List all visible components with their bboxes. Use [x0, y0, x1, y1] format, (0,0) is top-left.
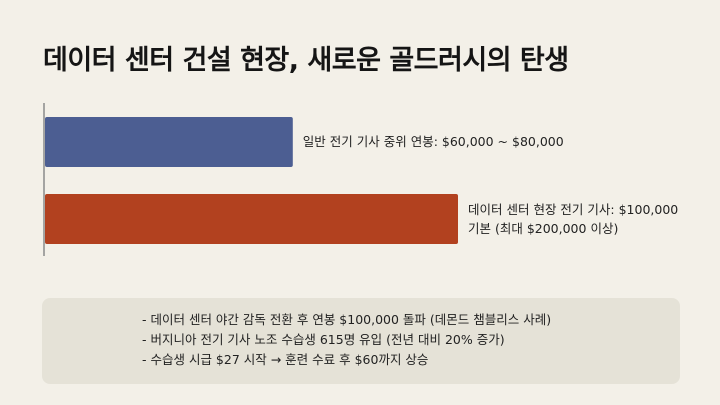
bar-label-line: 데이터 센터 현장 전기 기사: $100,000	[468, 202, 679, 217]
bar-label-line: 일반 전기 기사 중위 연봉: $60,000 ~ $80,000	[302, 134, 564, 149]
notes-box: - 데이터 센터 야간 감독 전환 후 연봉 $100,000 돌파 (데몬드 …	[42, 298, 680, 384]
bar-label-general-electrician: 일반 전기 기사 중위 연봉: $60,000 ~ $80,000	[303, 132, 564, 151]
bar-general-electrician	[45, 117, 293, 167]
bar-label-line: 기본 (최대 $200,000 이상)	[468, 221, 619, 236]
note-item: - 버지니아 전기 기사 노조 수습생 615명 유입 (전년 대비 20% 증…	[142, 332, 505, 347]
note-item: - 데이터 센터 야간 감독 전환 후 연봉 $100,000 돌파 (데몬드 …	[142, 312, 552, 327]
note-item: - 수습생 시급 $27 시작 → 훈련 수료 후 $60까지 상승	[142, 352, 429, 367]
bar-label-datacenter-electrician: 데이터 센터 현장 전기 기사: $100,000 기본 (최대 $200,00…	[468, 200, 678, 238]
bar-datacenter-electrician	[45, 194, 458, 244]
page-title: 데이터 센터 건설 현장, 새로운 골드러시의 탄생	[43, 45, 569, 76]
